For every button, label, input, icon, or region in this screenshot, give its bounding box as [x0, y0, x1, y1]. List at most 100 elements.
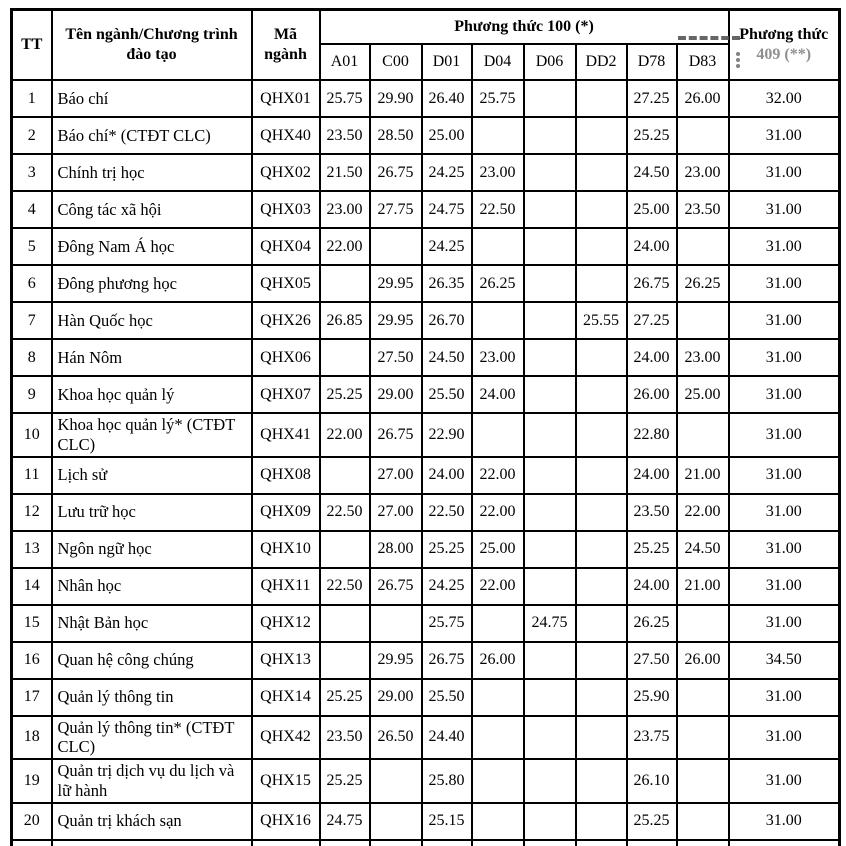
- header-subject-d06: D06: [522, 43, 577, 81]
- cell-score-d83: [675, 116, 730, 155]
- cell-tt: 19: [10, 758, 53, 804]
- cell-score-d78: 27.25: [625, 79, 678, 118]
- cell-score-a01: [318, 264, 371, 303]
- cell-score-d06: [522, 492, 577, 532]
- cell-empty: [318, 838, 371, 846]
- cell-score-d04: [470, 301, 525, 340]
- cell-score-c00: 28.00: [368, 529, 423, 569]
- table-row: 10 Khoa học quản lý* (CTĐT CLC) QHX41 22.00…: [10, 412, 841, 458]
- cell-name: Công tác xã hội: [50, 190, 253, 229]
- cell-method409: 31.00: [727, 603, 841, 643]
- cell-score-a01: 22.50: [318, 492, 371, 532]
- cell-score-c00: [368, 227, 423, 266]
- cell-score-d78: 23.75: [625, 714, 678, 761]
- table-row: 11 Lịch sử QHX08 27.00 24.00 22.00 24.00 21.00 3…: [10, 455, 841, 495]
- cell-score-d78: 24.00: [625, 455, 678, 495]
- header-subject-dd2: DD2: [574, 43, 628, 81]
- cell-name: Hàn Quốc học: [50, 301, 253, 340]
- cell-score-d01: 25.75: [420, 603, 473, 643]
- cell-score-a01: 24.75: [318, 801, 371, 841]
- table-row: 13 Ngôn ngữ học QHX10 28.00 25.25 25.00 25.25 2…: [10, 529, 841, 569]
- cell-score-d83: 26.00: [675, 640, 730, 680]
- cell-score-dd2: [574, 455, 628, 495]
- cell-score-a01: 25.25: [318, 677, 371, 717]
- cell-method409: 31.00: [727, 492, 841, 532]
- cell-method409: 31.00: [727, 153, 841, 192]
- cell-tt: 10: [10, 412, 53, 458]
- cell-code: QHX01: [250, 79, 321, 118]
- table-row: 16 Quan hệ công chúng QHX13 29.95 26.75 26.00…: [10, 640, 841, 680]
- cell-name: Báo chí* (CTĐT CLC): [50, 116, 253, 155]
- cell-method409: 31.00: [727, 227, 841, 266]
- cell-tt: 8: [10, 338, 53, 377]
- cell-score-dd2: [574, 603, 628, 643]
- scan-watermark-dash: [678, 36, 740, 40]
- cell-empty: [625, 838, 678, 846]
- table-row: 2 Báo chí* (CTĐT CLC) QHX40 23.50 28.50 25.00…: [10, 116, 841, 155]
- cell-score-dd2: 25.55: [574, 301, 628, 340]
- cell-score-d01: 24.25: [420, 227, 473, 266]
- cell-score-d01: 26.75: [420, 640, 473, 680]
- cell-score-c00: 27.75: [368, 190, 423, 229]
- cell-score-d01: 26.35: [420, 264, 473, 303]
- cell-name: Quan hệ công chúng: [50, 640, 253, 680]
- cell-name: Lịch sử: [50, 455, 253, 495]
- header-program-code: Mã ngành: [250, 8, 321, 81]
- cell-score-a01: [318, 529, 371, 569]
- cell-score-d01: 25.50: [420, 677, 473, 717]
- cell-code: QHX09: [250, 492, 321, 532]
- header-subject-d04: D04: [470, 43, 525, 81]
- cell-tt: 13: [10, 529, 53, 569]
- cell-score-a01: 22.00: [318, 412, 371, 458]
- cell-code: QHX13: [250, 640, 321, 680]
- header-subject-d78: D78: [625, 43, 678, 81]
- table-row-cutoff: [10, 838, 841, 846]
- cell-score-d06: [522, 529, 577, 569]
- cell-name: Quản lý thông tin: [50, 677, 253, 717]
- cell-score-d01: 24.75: [420, 190, 473, 229]
- header-method-409: Phương thức 409 (**): [727, 8, 841, 81]
- cell-method409: 31.00: [727, 116, 841, 155]
- cell-score-d01: 25.80: [420, 758, 473, 804]
- table-row: 20 Quản trị khách sạn QHX16 24.75 25.15 25.25…: [10, 801, 841, 841]
- cell-empty: [420, 838, 473, 846]
- cell-empty: [522, 838, 577, 846]
- cell-score-d78: 24.00: [625, 338, 678, 377]
- cell-score-dd2: [574, 153, 628, 192]
- cell-name: Khoa học quản lý* (CTĐT CLC): [50, 412, 253, 458]
- cell-method409: 31.00: [727, 375, 841, 414]
- cell-empty: [250, 838, 321, 846]
- cell-score-a01: [318, 455, 371, 495]
- cell-score-d83: 23.00: [675, 338, 730, 377]
- cell-score-d04: 22.50: [470, 190, 525, 229]
- cell-score-d01: 24.25: [420, 153, 473, 192]
- cell-score-c00: 28.50: [368, 116, 423, 155]
- cell-score-a01: 23.00: [318, 190, 371, 229]
- cell-score-d01: 25.25: [420, 529, 473, 569]
- cell-code: QHX42: [250, 714, 321, 761]
- cell-score-d83: 21.00: [675, 455, 730, 495]
- cell-name: Ngôn ngữ học: [50, 529, 253, 569]
- cell-method409: 31.00: [727, 677, 841, 717]
- cell-score-dd2: [574, 714, 628, 761]
- cell-tt: 2: [10, 116, 53, 155]
- cell-score-a01: 22.50: [318, 566, 371, 606]
- cell-method409: 31.00: [727, 301, 841, 340]
- cell-score-a01: 25.75: [318, 79, 371, 118]
- cell-code: QHX03: [250, 190, 321, 229]
- cell-code: QHX41: [250, 412, 321, 458]
- table-row: 14 Nhân học QHX11 22.50 26.75 24.25 22.00 24.00…: [10, 566, 841, 606]
- table-row: 5 Đông Nam Á học QHX04 22.00 24.25 24.00 31.00: [10, 227, 841, 266]
- table-row: 8 Hán Nôm QHX06 27.50 24.50 23.00 24.00 23.00 31…: [10, 338, 841, 377]
- cell-score-d04: 23.00: [470, 338, 525, 377]
- admission-scores-table: TT Tên ngành/Chương trình đào tạo Mã ngà…: [10, 8, 841, 846]
- cell-score-d01: 25.00: [420, 116, 473, 155]
- cell-score-c00: 29.00: [368, 677, 423, 717]
- cell-method409: 31.00: [727, 566, 841, 606]
- cell-score-d78: 27.25: [625, 301, 678, 340]
- cell-score-d06: [522, 190, 577, 229]
- cell-code: QHX11: [250, 566, 321, 606]
- cell-tt: 5: [10, 227, 53, 266]
- cell-tt: 17: [10, 677, 53, 717]
- cell-empty: [675, 838, 730, 846]
